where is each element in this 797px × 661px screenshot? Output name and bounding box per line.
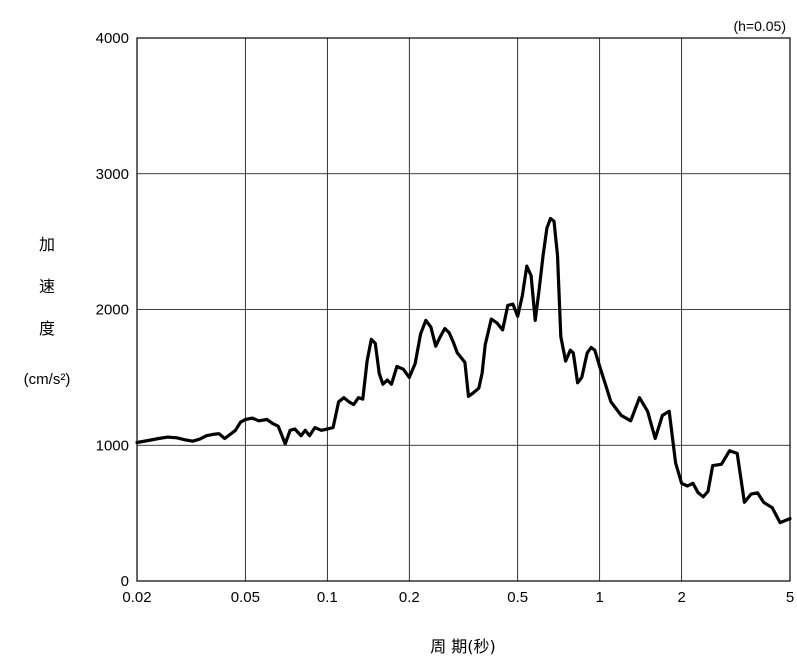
y-tick-label: 3000 — [96, 166, 129, 183]
y-axis-label-char-1: 加 — [39, 235, 55, 254]
y-tick-labels: 0 1000 2000 3000 4000 — [96, 30, 129, 590]
plot-frame — [136, 37, 791, 582]
y-tick-label: 4000 — [96, 30, 129, 47]
x-tick-label: 0.05 — [231, 589, 260, 606]
x-tick-label: 0.2 — [399, 589, 420, 606]
x-tick-label: 0.5 — [507, 589, 528, 606]
grid-lines — [136, 37, 791, 582]
x-tick-label: 2 — [677, 589, 685, 606]
x-tick-label: 0.1 — [317, 589, 338, 606]
y-tick-label: 0 — [121, 573, 129, 590]
x-tick-label: 5 — [786, 589, 794, 606]
y-tick-label: 2000 — [96, 302, 129, 319]
y-axis-label-char-3: 度 — [39, 319, 55, 338]
damping-annotation: (h=0.05) — [733, 18, 786, 34]
x-tick-label: 1 — [595, 589, 603, 606]
y-axis-label-char-2: 速 — [39, 277, 55, 296]
x-tick-labels: 0.02 0.05 0.1 0.2 0.5 1 2 5 — [122, 589, 794, 606]
y-tick-label: 1000 — [96, 437, 129, 454]
y-axis-unit: (cm/s²) — [24, 371, 71, 388]
x-tick-label: 0.02 — [122, 589, 151, 606]
spectrum-line — [135, 216, 792, 525]
x-axis-label: 周 期(秒) — [430, 637, 496, 656]
